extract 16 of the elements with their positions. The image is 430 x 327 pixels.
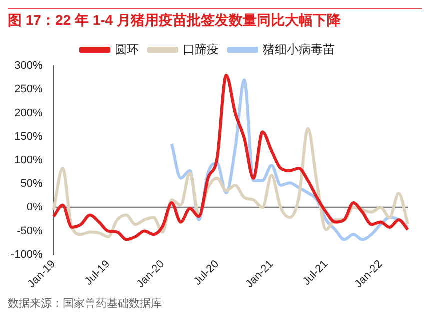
y-tick-label: 0% [26, 202, 44, 214]
legend-label: 猪细小病毒苗 [263, 42, 335, 56]
line-series [52, 127, 410, 238]
y-tick-label: -50% [17, 225, 44, 238]
y-tick-label: 300% [14, 60, 44, 72]
line-series [52, 74, 410, 242]
y-tick-label: 50% [20, 178, 43, 190]
legend-label: 圆环 [115, 42, 139, 56]
y-tick-label: -100% [11, 248, 44, 261]
y-tick-label: 150% [14, 130, 44, 143]
legend-label: 口蹄疫 [183, 42, 219, 56]
y-tick-label: 200% [14, 107, 44, 120]
y-tick-label: 100% [14, 154, 44, 166]
y-tick-label: 250% [14, 84, 44, 96]
source-note: 数据来源：国家兽药基础数据库 [8, 296, 163, 311]
chart-title: 图 17：22 年 1-4 月猪用疫苗批签发数量同比大幅下降 [8, 8, 422, 34]
